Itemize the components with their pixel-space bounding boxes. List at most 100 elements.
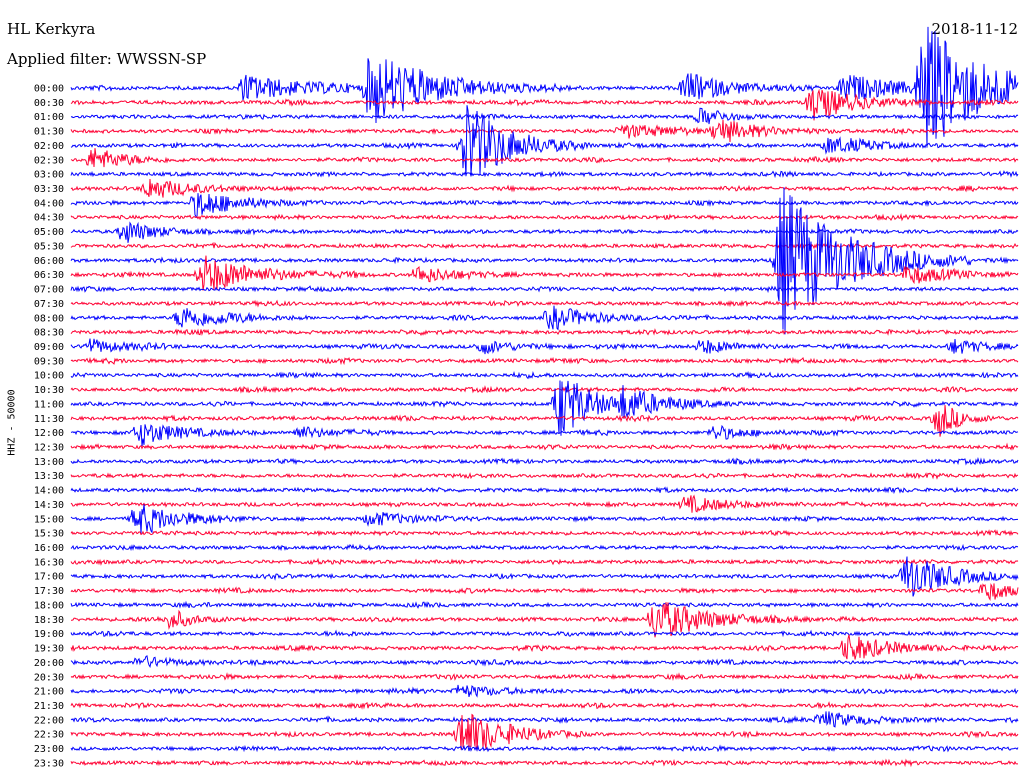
trace-0230 (70, 148, 1019, 168)
trace-2230 (70, 713, 1019, 751)
tick-label: 00:00 (34, 84, 64, 95)
trace-1730 (70, 583, 1019, 601)
trace-0030 (70, 88, 1019, 121)
trace-1500 (70, 504, 1018, 535)
trace-1230 (70, 442, 1019, 452)
trace-0630 (70, 255, 1019, 291)
tick-label: 05:30 (34, 241, 64, 252)
tick-label: 22:00 (34, 715, 64, 726)
tick-label: 13:30 (34, 471, 64, 482)
trace-1800 (70, 600, 1019, 609)
tick-label: 10:30 (34, 385, 64, 396)
trace-2030 (70, 672, 1019, 681)
trace-1630 (70, 557, 1019, 566)
tick-label: 13:00 (34, 457, 64, 468)
tick-label: 11:00 (34, 399, 64, 410)
tick-label: 04:00 (34, 198, 64, 209)
tick-label: 04:30 (34, 213, 64, 224)
trace-1530 (70, 529, 1019, 537)
trace-0530 (70, 241, 1019, 250)
tick-label: 01:30 (34, 127, 64, 138)
tick-label: 09:00 (34, 342, 64, 353)
filter-prefix: Applied filter: (7, 50, 112, 68)
trace-0800 (70, 305, 1019, 331)
tick-label: 06:30 (34, 270, 64, 281)
trace-0400 (70, 193, 1019, 219)
tick-label: 08:30 (34, 328, 64, 339)
tick-label: 03:30 (34, 184, 64, 195)
tick-label: 11:30 (34, 414, 64, 425)
trace-0830 (70, 328, 1019, 336)
tick-label: 23:30 (34, 758, 64, 769)
tick-label: 20:00 (34, 658, 64, 669)
trace-1600 (70, 543, 1019, 552)
tick-label: 01:00 (34, 112, 64, 123)
tick-label-group: 00:00 00:30 01:00 01:30 02:00 02:30 03:00 03:30… (34, 84, 64, 770)
tick-label: 21:30 (34, 701, 64, 712)
tick-label: 17:30 (34, 586, 64, 597)
tick-label: 16:30 (34, 557, 64, 568)
trace-2330 (70, 758, 1018, 768)
trace-group (70, 26, 1019, 768)
trace-1100 (70, 380, 1019, 436)
trace-0100 (70, 107, 1019, 125)
station-title: HL Kerkyra (7, 20, 96, 38)
tick-label: 15:00 (34, 514, 64, 525)
tick-label: 19:00 (34, 629, 64, 640)
trace-0130 (70, 119, 1019, 143)
tick-label: 19:30 (34, 644, 64, 655)
trace-2200 (70, 711, 1019, 728)
trace-0000 (70, 26, 1019, 148)
trace-2000 (70, 655, 1019, 669)
tick-label: 09:30 (34, 356, 64, 367)
trace-1030 (70, 385, 1019, 394)
trace-0600 (70, 187, 1019, 335)
date-label: 2018-11-12 (931, 20, 1018, 38)
trace-1830 (71, 602, 1019, 638)
tick-label: 16:00 (34, 543, 64, 554)
tick-label: 21:00 (34, 687, 64, 698)
trace-1700 (70, 556, 1019, 597)
tick-label: 17:00 (34, 572, 64, 583)
filter-name: WWSSN-SP (116, 50, 207, 68)
tick-label: 02:30 (34, 155, 64, 166)
trace-1130 (70, 405, 1019, 437)
tick-label: 14:30 (34, 500, 64, 511)
tick-label: 06:00 (34, 256, 64, 267)
tick-label: 22:30 (34, 730, 64, 741)
tick-label: 18:30 (34, 615, 64, 626)
trace-0500 (70, 221, 1019, 243)
tick-label: 18:00 (34, 600, 64, 611)
trace-2300 (70, 744, 1019, 753)
trace-0300 (70, 170, 1019, 179)
tick-label: 00:30 (34, 98, 64, 109)
trace-2100 (70, 684, 1019, 698)
tick-label: 23:00 (34, 744, 64, 755)
tick-label: 08:00 (34, 313, 64, 324)
trace-1330 (70, 472, 1019, 480)
trace-0930 (70, 356, 1019, 366)
trace-1930 (70, 634, 1019, 660)
trace-0730 (70, 299, 1019, 308)
trace-0430 (70, 213, 1019, 222)
tick-label: 03:00 (34, 170, 64, 181)
tick-label: 12:30 (34, 443, 64, 454)
trace-1200 (70, 424, 1019, 447)
tick-label: 20:30 (34, 672, 64, 683)
trace-2130 (70, 701, 1019, 710)
trace-1000 (70, 370, 1019, 380)
tick-label: 14:00 (34, 486, 64, 497)
tick-label: 15:30 (34, 529, 64, 540)
trace-0200 (70, 105, 1019, 177)
filter-line: Applied filter: WWSSN-SP (7, 50, 206, 68)
tick-label: 10:00 (34, 371, 64, 382)
trace-0330 (70, 178, 1019, 198)
trace-1400 (70, 486, 1019, 495)
tick-label: 07:30 (34, 299, 64, 310)
tick-label: 12:00 (34, 428, 64, 439)
trace-1300 (70, 456, 1019, 466)
tick-label: 02:00 (34, 141, 64, 152)
trace-0900 (70, 338, 1019, 355)
tick-label: 05:00 (34, 227, 64, 238)
